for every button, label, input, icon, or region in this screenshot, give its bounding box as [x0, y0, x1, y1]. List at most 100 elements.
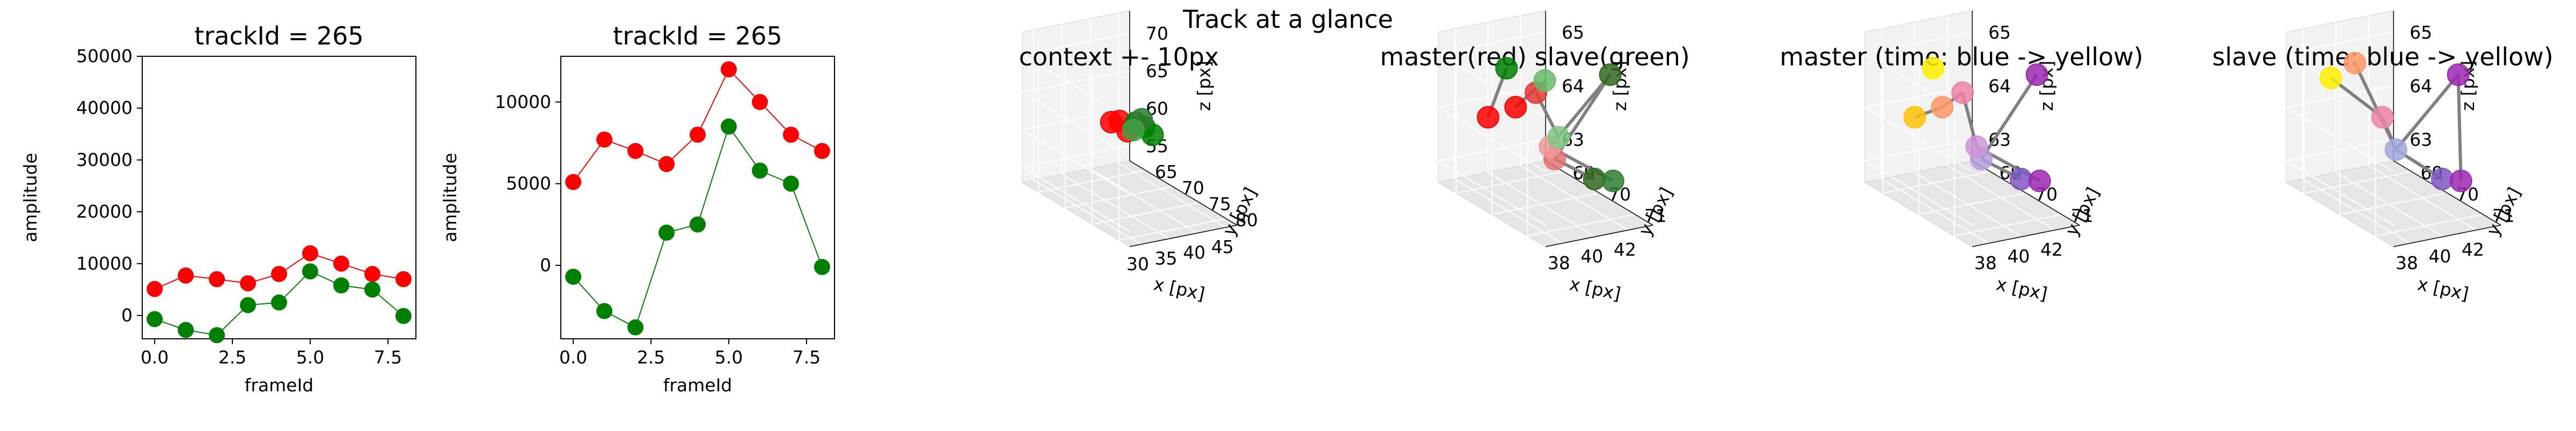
series-point — [240, 297, 257, 314]
series-point — [178, 267, 194, 284]
series-point — [658, 224, 675, 241]
scatter-point — [2431, 167, 2454, 190]
plot-frame — [560, 56, 835, 339]
x-tick-label: 42 — [2040, 239, 2063, 260]
grid-line — [1033, 29, 1141, 245]
grid-line — [2285, 85, 2394, 172]
z-tick-label: 65 — [1988, 22, 2011, 43]
series-point — [690, 127, 706, 143]
series-point — [240, 275, 257, 292]
y-axis-line — [1129, 160, 1238, 226]
scatter-point — [2384, 138, 2407, 161]
link-line — [2395, 73, 2460, 151]
x-axis-label: frameId — [663, 375, 733, 396]
series-point — [209, 271, 225, 287]
y-tick-label: 50000 — [76, 46, 133, 66]
grid-line — [1089, 18, 1198, 234]
scatter-point — [2447, 63, 2470, 86]
chart-title: trackId = 265 — [194, 21, 363, 50]
y-tick-label: 71 — [2071, 205, 2094, 226]
z-tick-label: 64 — [2410, 76, 2432, 96]
series-point — [178, 322, 194, 338]
series-point — [364, 281, 380, 298]
series-point — [782, 175, 799, 192]
scatter-point — [1533, 69, 1556, 92]
scatter-point — [2028, 169, 2051, 192]
scatter-point — [1922, 57, 1945, 80]
y-axis-line — [1545, 160, 1653, 226]
scatter-point — [2009, 167, 2032, 190]
series-point — [814, 258, 830, 275]
z-tick-label: 65 — [1562, 22, 1584, 43]
series-point — [565, 269, 582, 285]
series-point — [302, 245, 318, 262]
x-tick-label: 42 — [1614, 239, 1636, 260]
x-tick-label: 5.0 — [296, 347, 324, 368]
series-point — [395, 308, 412, 324]
chart-title: trackId = 265 — [613, 21, 782, 50]
y-axis-line — [1972, 160, 2080, 226]
scatter-point — [1583, 167, 1606, 190]
grid-line — [2375, 86, 2483, 237]
chart-title: master(red) slave(green) — [1380, 42, 1689, 71]
x-axis-label: x [px] — [1152, 273, 1206, 304]
y-tick-label: 70 — [1182, 177, 1204, 198]
x-tick-label: 40 — [2428, 246, 2451, 267]
scatter3d-chart-3: 384042697071636465x [px]y [px]z [px]mast… — [1780, 10, 2143, 304]
grid-line — [2302, 28, 2411, 244]
y-tick-label: 75 — [1209, 194, 1231, 214]
y-tick-label: 65 — [1155, 161, 1177, 182]
grid-line — [1038, 42, 1146, 193]
grid-line — [1527, 86, 1635, 237]
grid-line — [1437, 139, 1546, 226]
grid-line — [1437, 32, 1546, 118]
link-line — [2456, 75, 2463, 181]
z-tick-label: 65 — [1146, 61, 1168, 81]
scatter-point — [1476, 106, 1499, 129]
series-point — [658, 156, 675, 173]
y-tick-label: 40000 — [76, 98, 133, 118]
grid-line — [1880, 28, 1989, 244]
grid-line — [1520, 16, 1629, 231]
x-axis-line — [1545, 225, 1653, 247]
x-axis-label: x [px] — [1994, 273, 2049, 304]
x-axis-line — [2393, 225, 2501, 247]
grid-line — [1021, 145, 1130, 232]
x-axis-label: x [px] — [2416, 273, 2470, 304]
scatter-point — [1903, 106, 1926, 129]
x-tick-label: 30 — [1126, 254, 1149, 274]
y-axis-label: y [px] — [2061, 184, 2104, 239]
series-point — [302, 263, 318, 280]
series-point — [395, 271, 412, 287]
x-tick-label: 42 — [2462, 239, 2484, 260]
x-tick-label: 2.5 — [218, 347, 246, 368]
series-point — [751, 162, 768, 179]
grid-line — [1946, 16, 2055, 231]
series-point — [271, 266, 287, 283]
series-line-1 — [573, 68, 823, 183]
series-point — [147, 281, 163, 298]
scatter3d-chart-4: 384042697071636465x [px]y [px]z [px]slav… — [2212, 10, 2553, 304]
scatter-point — [1601, 169, 1624, 192]
x-axis-line — [1129, 225, 1238, 247]
chart-title: master (time: blue -> yellow) — [1780, 42, 2143, 71]
y-tick-label: 80 — [1235, 210, 1258, 231]
grid-line — [1437, 85, 1546, 172]
series-point — [751, 94, 768, 110]
scatter-point — [2319, 66, 2343, 90]
grid-line — [1118, 90, 1227, 241]
y-tick-label: 10000 — [76, 253, 133, 274]
scatter-point — [1504, 95, 1527, 118]
x-axis-label: x [px] — [1568, 273, 1622, 304]
series-point — [209, 327, 225, 344]
y-tick-label: 5000 — [506, 173, 551, 194]
z-tick-label: 65 — [2410, 22, 2432, 43]
chart-title: slave (time: blue -> yellow) — [2212, 42, 2553, 71]
z-tick-label: 70 — [1146, 23, 1168, 44]
y-axis-label: y [px] — [2482, 184, 2525, 239]
x-tick-label: 40 — [1183, 242, 1205, 263]
grid-line — [2368, 16, 2477, 231]
grid-line — [1021, 33, 1130, 120]
line-chart-2: trackId = 265 0.0 2.5 5.0 7.5 0 5000 10000 frame… — [440, 21, 835, 396]
